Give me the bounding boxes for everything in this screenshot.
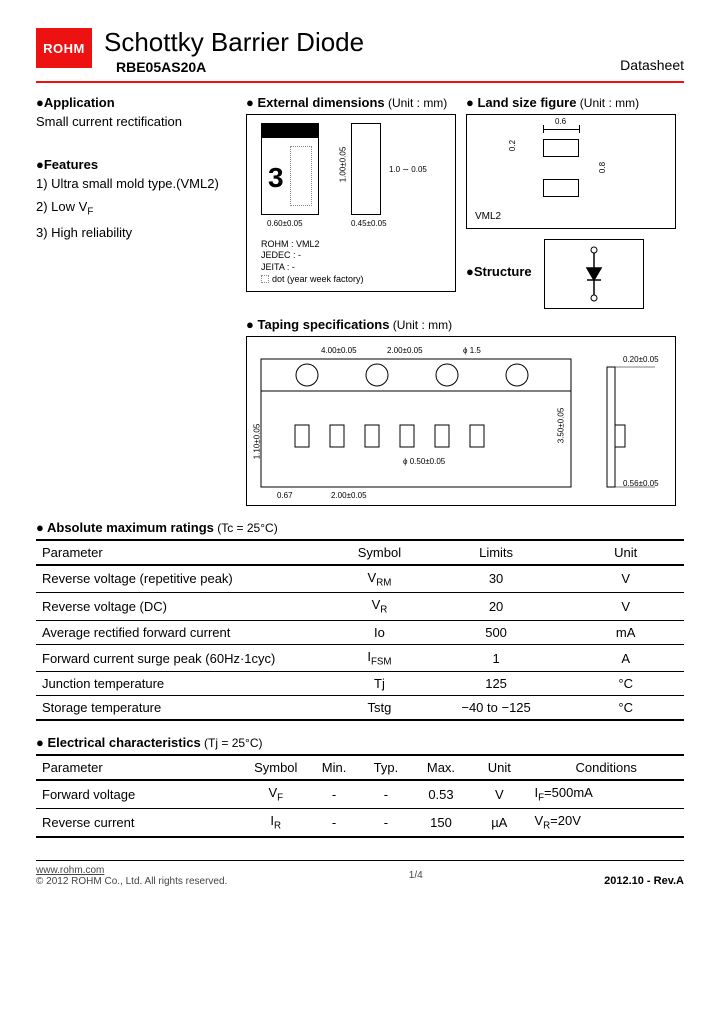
structure-heading: Structure	[466, 264, 532, 279]
taping-diagram	[247, 337, 677, 507]
elec-char-table: ParameterSymbolMin.Typ.Max.UnitCondition…	[36, 754, 684, 837]
doc-type-label: Datasheet	[620, 57, 684, 75]
feature-item: 3) High reliability	[36, 225, 236, 240]
elec-char-heading: Electrical characteristics (Tj = 25°C)	[36, 735, 684, 750]
diode-symbol-icon	[579, 246, 609, 302]
abs-max-heading: Absolute maximum ratings (Tc = 25°C)	[36, 520, 684, 535]
taping-heading: Taping specifications (Unit : mm)	[246, 317, 684, 332]
footer-rev: 2012.10 - Rev.A	[604, 875, 684, 887]
structure-figure	[544, 239, 644, 309]
external-dim-heading: External dimensions (Unit : mm)	[246, 95, 456, 110]
header: ROHM Schottky Barrier Diode RBE05AS20A D…	[36, 28, 684, 83]
external-dim-figure: 3 1.00±0.05 1.0 ∼ 0.05 0.60±0.05 0.45±0.…	[246, 114, 456, 292]
page-number: 1/4	[409, 870, 423, 881]
taping-figure: 4.00±0.05 2.00±0.05 ϕ 1.5 0.20±0.05 1.10…	[246, 336, 676, 506]
feature-item: 1) Ultra small mold type.(VML2)	[36, 176, 236, 191]
footer: www.rohm.com © 2012 ROHM Co., Ltd. All r…	[36, 860, 684, 887]
footer-url: www.rohm.com	[36, 865, 227, 876]
feature-item: 2) Low VF	[36, 199, 236, 218]
rohm-logo: ROHM	[36, 28, 92, 68]
part-number: RBE05AS20A	[116, 59, 620, 75]
page-title: Schottky Barrier Diode	[104, 28, 620, 57]
application-heading: Application	[36, 95, 236, 110]
land-size-heading: Land size figure (Unit : mm)	[466, 95, 676, 110]
features-heading: Features	[36, 157, 236, 172]
application-text: Small current rectification	[36, 114, 236, 129]
land-size-label: VML2	[475, 211, 501, 222]
abs-max-table: ParameterSymbolLimitsUnitReverse voltage…	[36, 539, 684, 722]
features-list: 1) Ultra small mold type.(VML2) 2) Low V…	[36, 176, 236, 241]
land-size-figure: 0.6 0.2 0.8 VML2	[466, 114, 676, 229]
footer-copyright: © 2012 ROHM Co., Ltd. All rights reserve…	[36, 876, 227, 887]
